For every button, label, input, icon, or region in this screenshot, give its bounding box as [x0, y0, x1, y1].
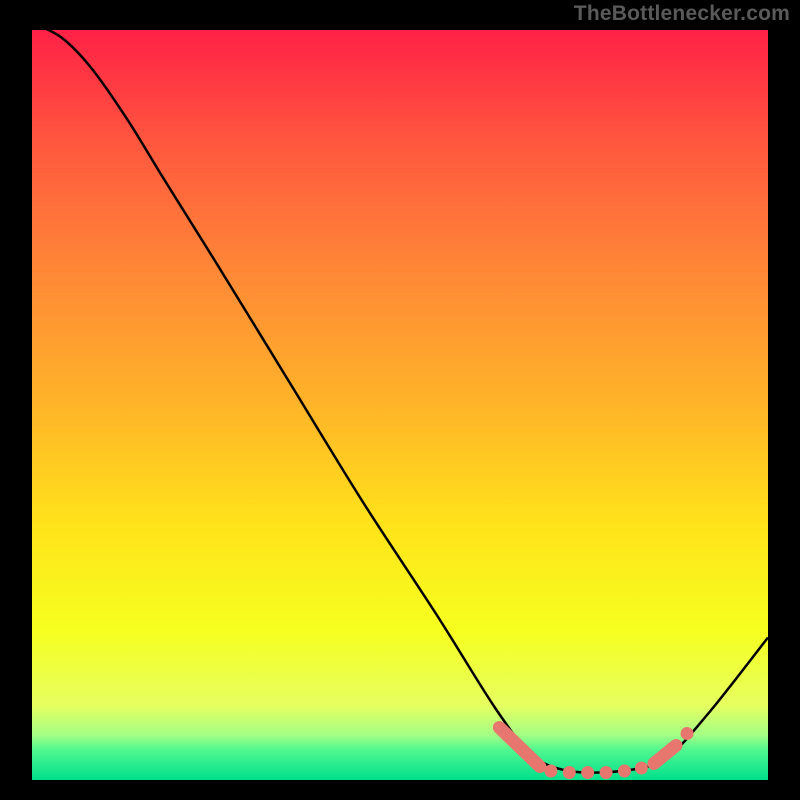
- bottleneck-curve: [32, 30, 768, 773]
- marker-dot: [563, 766, 576, 779]
- marker-dot: [600, 766, 613, 779]
- watermark: TheBottlenecker.com: [574, 2, 790, 26]
- marker-dot: [635, 762, 648, 775]
- marker-dot: [681, 727, 694, 740]
- plot-area: [32, 30, 768, 780]
- curve-markers: [499, 727, 693, 779]
- chart-svg: [32, 30, 768, 780]
- marker-segment: [654, 746, 676, 764]
- marker-dot: [581, 766, 594, 779]
- marker-segment: [499, 728, 539, 767]
- marker-dot: [544, 765, 557, 778]
- marker-dot: [618, 765, 631, 778]
